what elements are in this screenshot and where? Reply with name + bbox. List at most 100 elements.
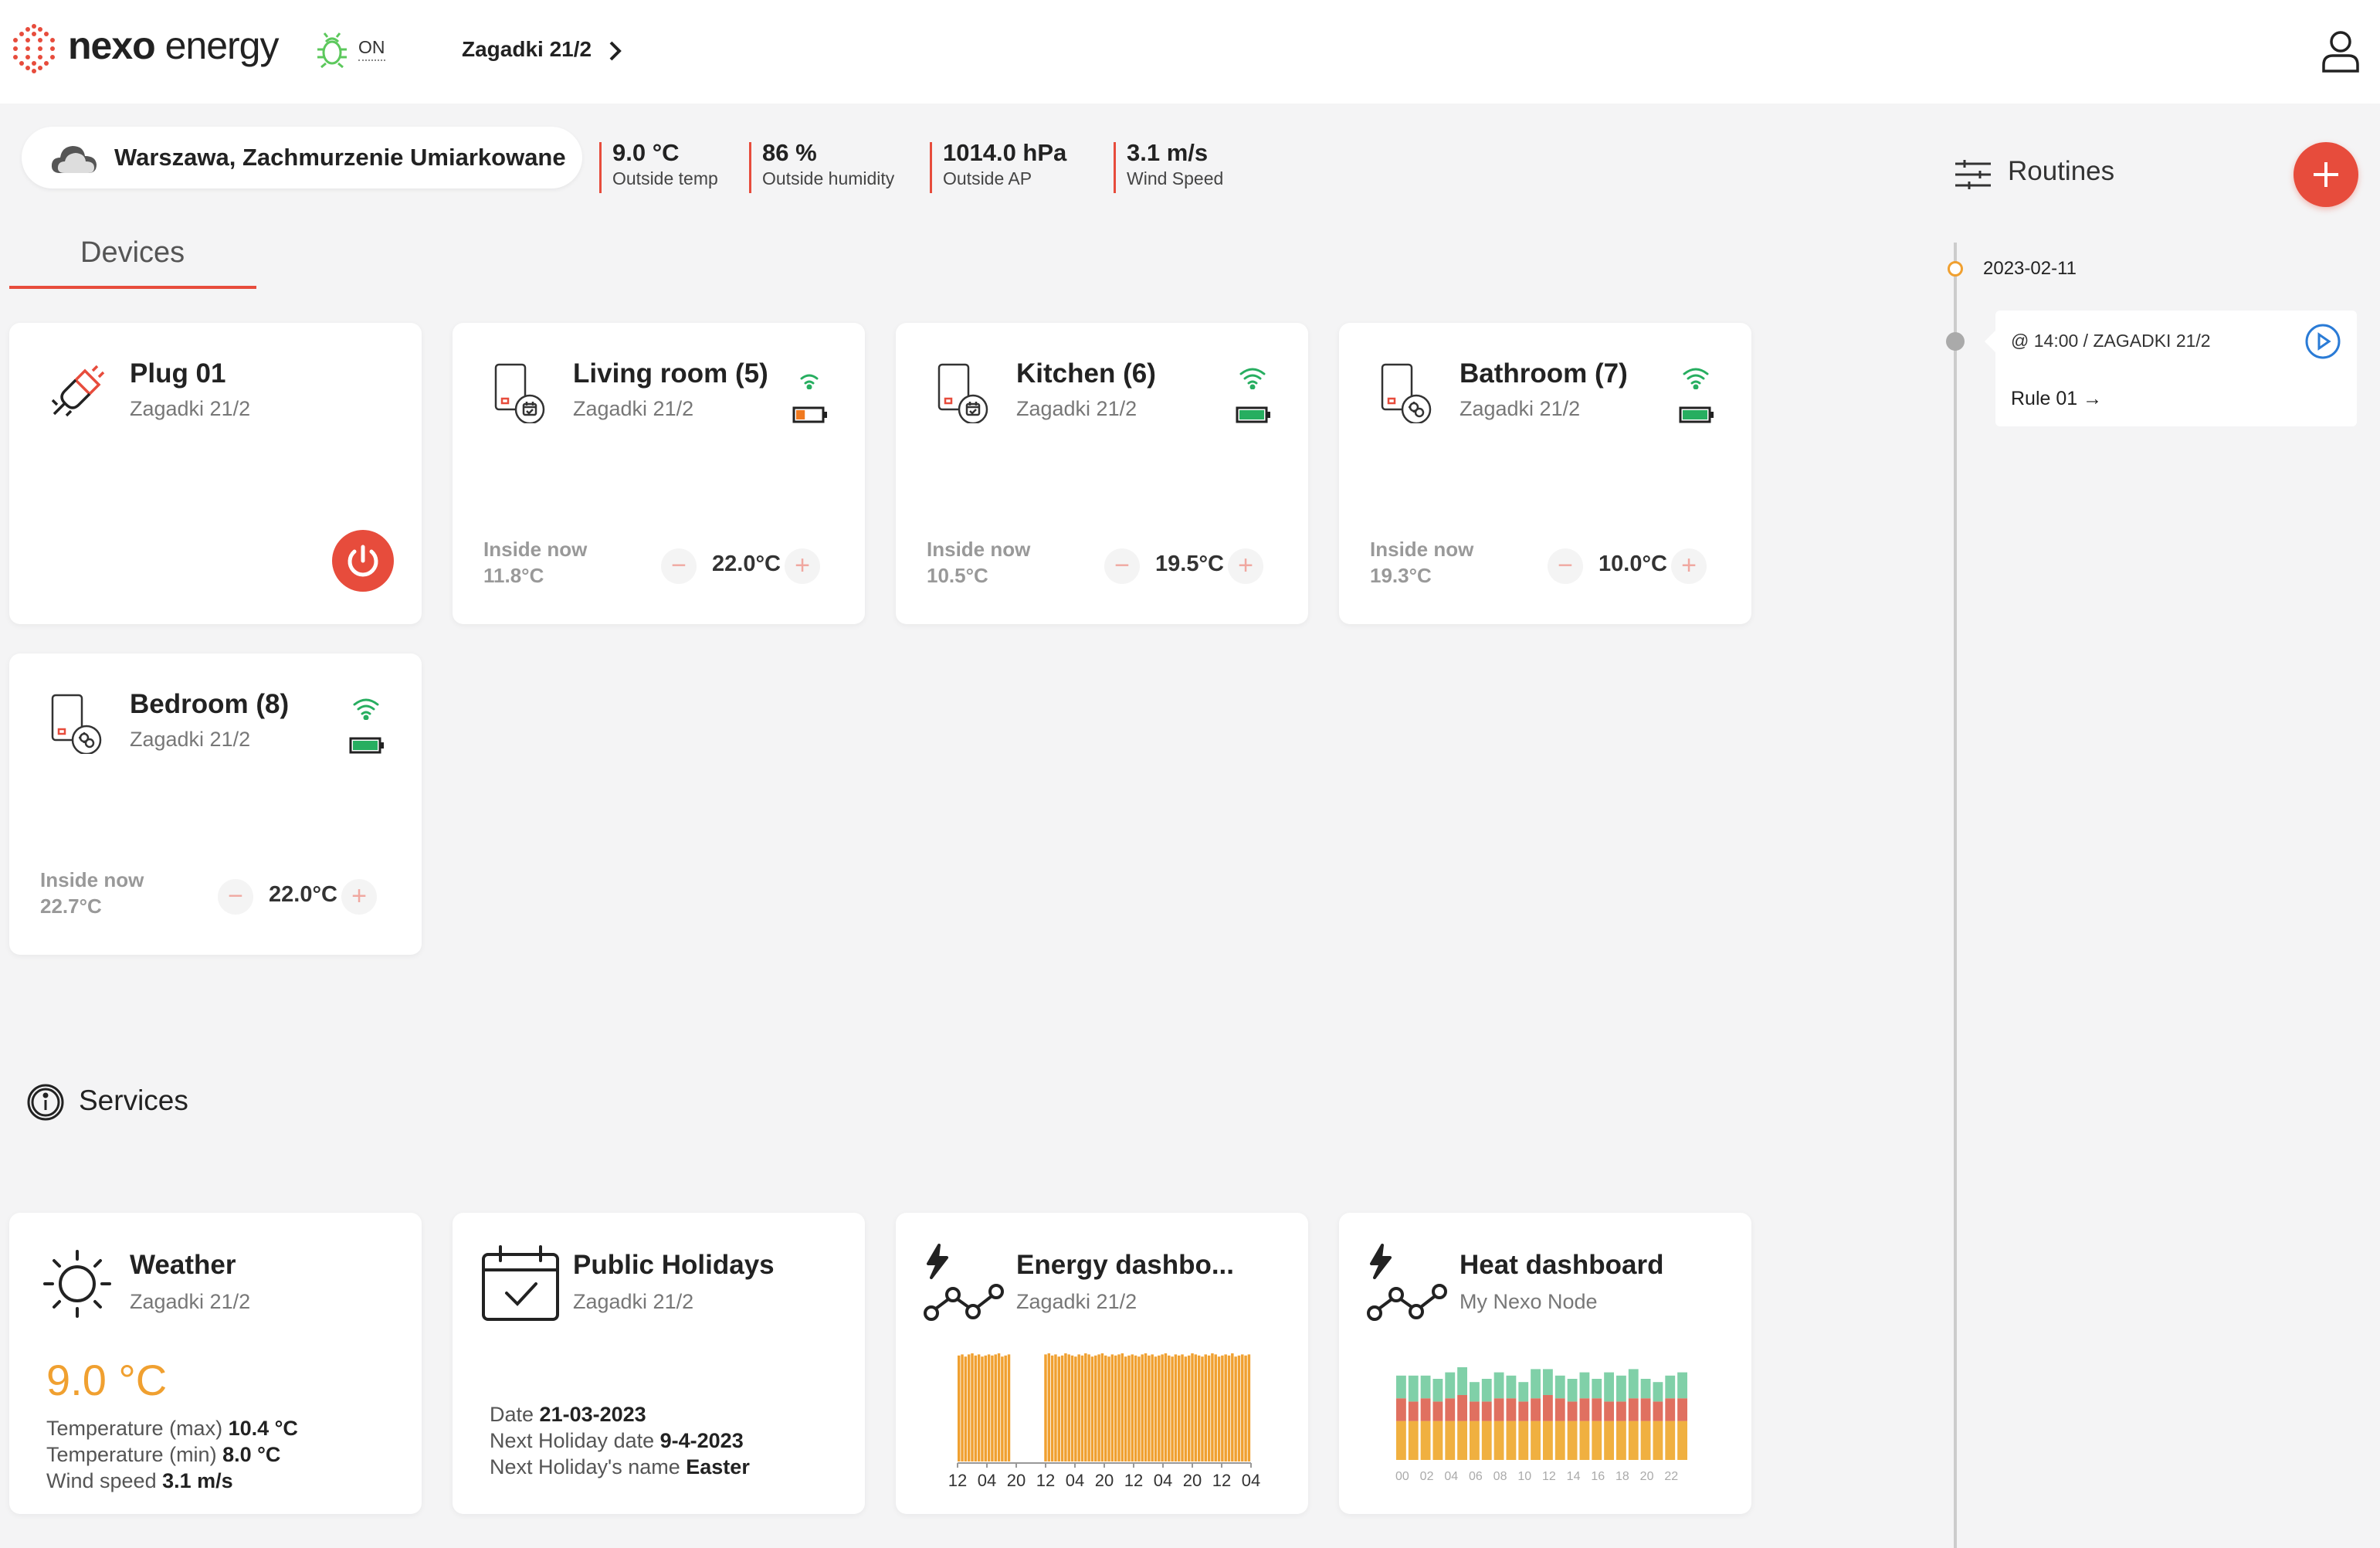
service-location: Zagadki 21/2 [130,1290,251,1313]
weather-wind: Wind speed 3.1 m/s [46,1469,233,1492]
device-title: Bathroom (7) [1460,358,1628,389]
energy-bar [971,1353,974,1461]
heat-bar-segment [1481,1401,1492,1421]
heat-bar-segment [1396,1421,1406,1460]
heat-x-tick-label: 22 [1664,1470,1678,1483]
heat-bar-segment [1640,1379,1651,1399]
play-icon[interactable] [2304,323,2341,360]
decrease-button[interactable]: − [1104,548,1140,584]
heat-x-tick-label: 08 [1493,1470,1507,1483]
add-routine-button[interactable] [2294,142,2358,207]
device-card-kitchen[interactable]: Kitchen (6) Zagadki 21/2 Inside now 10.5… [896,323,1308,624]
heat-bar-segment [1628,1398,1639,1421]
energy-bar [1054,1354,1057,1461]
energy-bar [1104,1355,1107,1461]
location-selector[interactable]: Zagadki 21/2 [462,37,592,61]
user-icon[interactable] [2321,29,2360,73]
heat-bar-segment [1616,1421,1626,1460]
increase-button[interactable]: + [1228,548,1263,584]
heat-x-tick-label: 04 [1444,1470,1458,1483]
heat-x-tick-label: 12 [1542,1470,1556,1483]
energy-chart[interactable]: 12 04 20 12 04 20 12 04 20 12 04 [942,1352,1266,1506]
device-card-plug[interactable]: Plug 01 Zagadki 21/2 [9,323,422,624]
heat-bar-segment [1432,1421,1443,1460]
energy-bar [1134,1355,1137,1461]
heat-bar-segment [1677,1398,1687,1421]
heat-x-tick-label: 18 [1615,1470,1629,1483]
heat-bar-segment [1554,1398,1565,1421]
energy-bar [1004,1355,1007,1461]
device-title: Kitchen (6) [1016,358,1156,389]
heat-bar-segment [1592,1398,1602,1421]
service-title: Public Holidays [573,1250,775,1280]
heat-bar-segment [1531,1369,1541,1399]
energy-bar [1090,1356,1094,1461]
service-card-heat[interactable]: Heat dashboard My Nexo Node 00 02 04 06 08 10… [1339,1213,1751,1514]
status-toggle[interactable]: ON [358,37,385,61]
energy-bar [1131,1354,1134,1461]
device-location: Zagadki 21/2 [130,397,251,420]
decrease-button[interactable]: − [1548,548,1583,584]
heat-x-tick-label: 16 [1591,1470,1605,1483]
weather-max: Temperature (max) 10.4 °C [46,1417,298,1440]
heat-x-tick-label: 20 [1640,1470,1654,1483]
heat-bar-segment [1432,1379,1443,1402]
energy-bar [1120,1353,1124,1461]
battery-icon [349,737,384,754]
thermostat-manual-icon [1381,363,1432,423]
energy-bar [1227,1355,1231,1461]
energy-bar [1234,1356,1237,1461]
bug-icon[interactable] [315,31,349,68]
energy-bar [1217,1356,1221,1461]
power-button[interactable] [332,530,394,592]
heat-bar-segment [1506,1398,1517,1421]
tab-indicator [9,286,256,289]
heat-bar-segment [1493,1372,1504,1399]
energy-bar [1224,1354,1227,1461]
heat-chart[interactable]: 00 02 04 06 08 10 12 14 16 18 20 22 [1393,1367,1710,1506]
decrease-button[interactable]: − [218,879,253,915]
device-card-living-room[interactable]: Living room (5) Zagadki 21/2 Inside now … [453,323,865,624]
increase-button[interactable]: + [341,879,377,915]
rule-name-link[interactable]: Rule 01 → [2011,388,2103,409]
energy-bar [1244,1355,1247,1461]
heat-bar-segment [1518,1401,1529,1421]
brand-name[interactable]: nexo energy [68,24,279,67]
heat-bar-segment [1554,1375,1565,1399]
inside-temp: 22.7°C [40,895,102,918]
inside-temp: 10.5°C [927,564,988,587]
rule-time: @ 14:00 / ZAGADKI 21/2 [2011,331,2211,351]
decrease-button[interactable]: − [661,548,697,584]
tab-devices[interactable]: Devices [80,236,185,269]
energy-bar [1127,1355,1131,1461]
nexo-logo-icon[interactable] [9,23,59,74]
heat-bar-segment [1420,1398,1431,1421]
energy-bar [1211,1353,1214,1461]
energy-bar [1174,1354,1178,1461]
heat-bar-segment [1592,1379,1602,1399]
holiday-date: Date 21-03-2023 [490,1403,646,1426]
heat-x-tick-label: 10 [1517,1470,1531,1483]
heat-bar-segment [1506,1421,1517,1460]
chevron-right-icon[interactable] [607,40,624,62]
service-card-holidays[interactable]: Public Holidays Zagadki 21/2 Date 21-03-… [453,1213,865,1514]
rule-card[interactable]: @ 14:00 / ZAGADKI 21/2 Rule 01 → [1985,311,2357,426]
energy-bar [1161,1354,1164,1461]
service-card-energy[interactable]: Energy dashbo... Zagadki 21/2 12 04 20 12 04… [896,1213,1308,1514]
service-card-weather[interactable]: Weather Zagadki 21/2 9.0 °C Temperature … [9,1213,422,1514]
device-card-bathroom[interactable]: Bathroom (7) Zagadki 21/2 Inside now 19.… [1339,323,1751,624]
heat-bar-segment [1616,1401,1626,1421]
energy-bar [1184,1356,1188,1461]
energy-x-tick-label: 12 [1212,1471,1231,1490]
increase-button[interactable]: + [785,548,820,584]
energy-bar [1194,1354,1198,1461]
heat-bar-segment [1653,1421,1663,1460]
power-icon [348,545,378,577]
increase-button[interactable]: + [1671,548,1707,584]
heat-bar-segment [1653,1382,1663,1402]
device-location: Zagadki 21/2 [1016,397,1137,420]
device-card-bedroom[interactable]: Bedroom (8) Zagadki 21/2 Inside now 22.7… [9,653,422,955]
heat-bar-segment [1396,1375,1406,1399]
weather-min: Temperature (min) 8.0 °C [46,1443,281,1466]
energy-x-tick-label: 20 [1007,1471,1026,1490]
